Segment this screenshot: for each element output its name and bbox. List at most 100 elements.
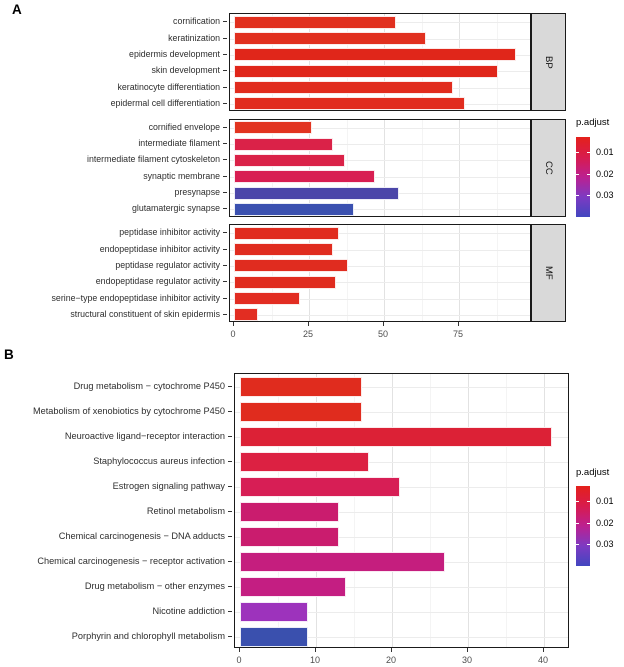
facet-strip: MF (531, 224, 566, 322)
category-label: intermediate filament (138, 138, 220, 148)
legend-tick-left (576, 522, 579, 524)
facet-strip: CC (531, 118, 566, 217)
legend-tick-right (587, 544, 590, 546)
y-axis-tick (228, 610, 232, 612)
legend-tick-left (576, 544, 579, 546)
y-axis-tick (223, 297, 227, 299)
category-label: keratinocyte differentiation (117, 81, 220, 92)
y-axis-tick (228, 385, 232, 387)
row-gridline (235, 611, 568, 613)
y-axis-tick (228, 435, 232, 437)
x-axis-tick (467, 648, 468, 652)
category-label: peptidase regulator activity (115, 259, 220, 270)
category-label: intermediate filament cytoskeleton (87, 154, 220, 165)
row-gridline (235, 586, 568, 588)
category-label: Chemical carcinogenesis − receptor activ… (37, 555, 225, 566)
row-gridline (230, 314, 530, 316)
bar (234, 64, 498, 78)
x-tick-label: 20 (385, 655, 397, 665)
category-label: Metabolism of xenobiotics by cytochrome … (32, 405, 225, 416)
category-label: epidermal cell differentiation (110, 97, 220, 108)
y-axis-tick (228, 510, 232, 512)
major-gridline (459, 14, 460, 110)
legend-tick-left (576, 195, 579, 197)
y-axis-tick (223, 192, 227, 193)
y-axis-tick (223, 313, 227, 315)
legend-tick-label: 0.01 (596, 496, 614, 507)
x-tick-label: 75 (452, 329, 464, 339)
bar (240, 376, 362, 397)
x-axis-tick (233, 322, 234, 326)
legend-tick-right (587, 195, 590, 197)
x-axis-tick (391, 648, 392, 652)
y-axis-tick (223, 232, 227, 234)
bar (234, 275, 336, 289)
x-axis-tick (315, 648, 316, 652)
legend-tick-right (587, 173, 590, 175)
x-tick-label: 25 (302, 329, 314, 339)
bar (234, 259, 348, 273)
row-gridline (230, 249, 530, 251)
bar (240, 601, 309, 622)
facet-strip-label: CC (543, 160, 554, 175)
plot-panel (229, 224, 531, 322)
minor-gridline (346, 14, 348, 110)
minor-gridline (421, 119, 423, 216)
category-label: cornification (173, 16, 220, 27)
category-label: structural constituent of skin epidermis (70, 308, 220, 319)
panel-a-letter: A (12, 2, 22, 17)
y-axis-tick (228, 635, 232, 637)
x-axis-tick (239, 648, 240, 652)
row-gridline (230, 127, 530, 129)
minor-gridline (421, 225, 423, 321)
legend-gradient-bar (576, 137, 590, 217)
bar (240, 626, 309, 647)
x-axis-tick (308, 322, 309, 326)
bar (234, 170, 375, 184)
legend-tick-left (576, 152, 579, 154)
x-tick-label: 0 (230, 329, 236, 339)
minor-gridline (271, 225, 273, 321)
plot-panel (234, 373, 569, 648)
minor-gridline (496, 225, 498, 321)
row-gridline (235, 636, 568, 638)
row-gridline (230, 265, 530, 267)
y-axis-tick (223, 159, 227, 161)
bar (234, 137, 333, 151)
y-axis-tick (223, 281, 227, 283)
minor-gridline (271, 14, 273, 110)
row-gridline (230, 176, 530, 178)
major-gridline (459, 119, 460, 216)
row-gridline (230, 298, 530, 300)
row-gridline (235, 536, 568, 538)
legend-tick-label: 0.03 (596, 190, 614, 201)
category-label: endopeptidase regulator activity (95, 276, 220, 287)
facet-strip-label: BP (543, 55, 554, 69)
bar (240, 476, 400, 497)
panel-b-letter: B (4, 347, 14, 362)
y-axis-tick (228, 560, 232, 562)
y-axis-tick (223, 175, 227, 177)
bar (240, 576, 347, 597)
legend-title: p.adjust (576, 467, 610, 478)
y-axis-tick (228, 485, 232, 487)
y-axis-tick (223, 70, 227, 72)
category-label: Retinol metabolism (146, 505, 225, 516)
major-gridline (392, 374, 393, 647)
bar (234, 153, 345, 167)
y-axis-tick (223, 102, 227, 104)
legend-tick-right (587, 152, 590, 154)
legend-tick-label: 0.01 (596, 147, 614, 158)
category-label: cornified envelope (148, 121, 220, 132)
row-gridline (235, 486, 568, 488)
major-gridline (384, 225, 385, 321)
row-gridline (230, 233, 530, 235)
category-label: Nicotine addiction (152, 605, 225, 616)
y-axis-tick (223, 208, 227, 210)
bar (234, 121, 312, 135)
row-gridline (230, 160, 530, 162)
category-label: skin development (151, 65, 220, 76)
legend-title: p.adjust (576, 117, 610, 128)
row-gridline (230, 282, 530, 284)
y-axis-tick (223, 248, 227, 250)
